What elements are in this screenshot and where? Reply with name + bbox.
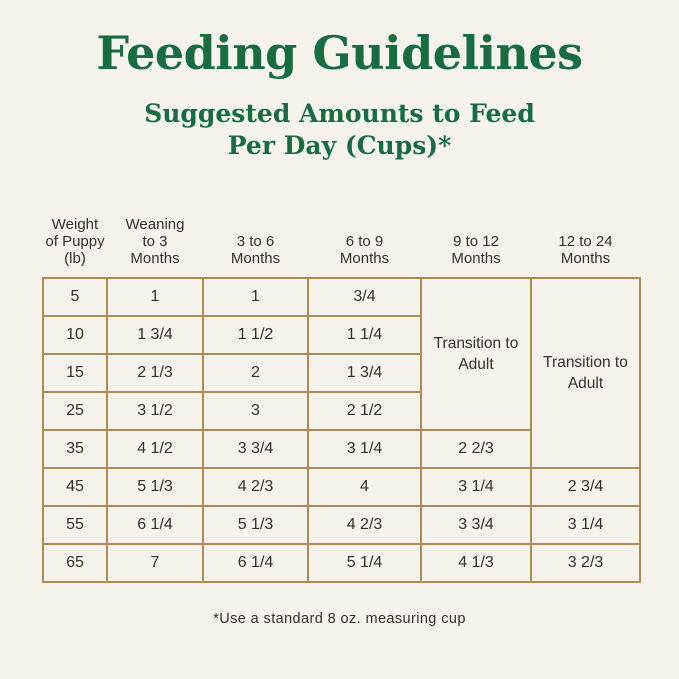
value-cell: 2 1/2 bbox=[307, 391, 422, 431]
value-cell: 3 2/3 bbox=[530, 543, 641, 583]
header-line: Months bbox=[230, 250, 281, 267]
value-cell: 6 1/4 bbox=[106, 505, 204, 545]
value-cell: 1 bbox=[202, 277, 309, 317]
table-row: 45 5 1/3 4 2/3 4 3 1/4 2 3/4 bbox=[42, 467, 641, 507]
value-cell: 3 1/2 bbox=[106, 391, 204, 431]
value-cell: 4 2/3 bbox=[307, 505, 422, 545]
weight-cell: 45 bbox=[42, 467, 108, 507]
page-title: Feeding Guidelines bbox=[96, 26, 583, 80]
value-cell: 3 1/4 bbox=[307, 429, 422, 469]
header-line: 9 to 12 bbox=[453, 233, 499, 250]
value-cell: 3 3/4 bbox=[202, 429, 309, 469]
subtitle-line-1: Suggested Amounts to Feed bbox=[144, 99, 535, 128]
header-line: Weaning bbox=[125, 216, 185, 233]
value-cell: 7 bbox=[106, 543, 204, 583]
value-cell: 1 1/2 bbox=[202, 315, 309, 355]
value-cell: 2 bbox=[202, 353, 309, 393]
header-line: to 3 bbox=[142, 233, 168, 250]
value-cell: 4 1/3 bbox=[420, 543, 532, 583]
header-line: Months bbox=[339, 250, 390, 267]
subtitle-line-2: Per Day (Cups)* bbox=[227, 131, 452, 160]
header-line: Weight bbox=[51, 216, 99, 233]
value-cell: 1 3/4 bbox=[307, 353, 422, 393]
header-line: 12 to 24 bbox=[558, 233, 613, 250]
table-header-row: Weight of Puppy (lb) Weaning to 3 Months… bbox=[43, 208, 640, 278]
header-weaning-to-3-months: Weaning to 3 Months bbox=[107, 208, 203, 278]
weight-cell: 55 bbox=[42, 505, 108, 545]
value-cell: 4 2/3 bbox=[202, 467, 309, 507]
table-row: 5 1 1 3/4 Transition to Adult Transition… bbox=[42, 277, 641, 469]
header-line: Months bbox=[560, 250, 611, 267]
table-row: 55 6 1/4 5 1/3 4 2/3 3 3/4 3 1/4 bbox=[42, 505, 641, 545]
header-6-to-9-months: 6 to 9 Months bbox=[308, 208, 421, 278]
transition-to-adult-cell-9-12: Transition to Adult bbox=[420, 277, 532, 431]
table-row: 35 4 1/2 3 3/4 3 1/4 2 2/3 bbox=[42, 429, 640, 469]
value-cell: 1 1/4 bbox=[307, 315, 422, 355]
value-cell: 1 3/4 bbox=[106, 315, 204, 355]
value-cell: 1 bbox=[106, 277, 204, 317]
header-12-to-24-months: 12 to 24 Months bbox=[531, 208, 640, 278]
value-cell: 3 bbox=[202, 391, 309, 431]
weight-cell: 10 bbox=[42, 315, 108, 355]
value-cell: 2 1/3 bbox=[106, 353, 204, 393]
header-line: of Puppy bbox=[45, 233, 105, 250]
table-row: 25 3 1/2 3 2 1/2 bbox=[42, 391, 640, 431]
value-cell: 4 bbox=[307, 467, 422, 507]
value-cell: 3 1/4 bbox=[530, 505, 641, 545]
table-row: 65 7 6 1/4 5 1/4 4 1/3 3 2/3 bbox=[42, 543, 641, 583]
table-row: 10 1 3/4 1 1/2 1 1/4 bbox=[42, 315, 640, 355]
weight-cell: 35 bbox=[42, 429, 108, 469]
table-row: 15 2 1/3 2 1 3/4 bbox=[42, 353, 640, 393]
feeding-table: Weight of Puppy (lb) Weaning to 3 Months… bbox=[42, 208, 641, 583]
value-cell: 5 1/4 bbox=[307, 543, 422, 583]
header-line: 3 to 6 bbox=[236, 233, 275, 250]
value-cell: 2 3/4 bbox=[530, 467, 641, 507]
header-line: (lb) bbox=[64, 250, 86, 267]
page-subtitle: Suggested Amounts to Feed Per Day (Cups)… bbox=[0, 98, 679, 162]
value-cell: 6 1/4 bbox=[202, 543, 309, 583]
header-line: 6 to 9 bbox=[345, 233, 384, 250]
value-cell: 4 1/2 bbox=[106, 429, 204, 469]
value-cell: 2 2/3 bbox=[420, 429, 532, 469]
value-cell: 5 1/3 bbox=[202, 505, 309, 545]
weight-cell: 15 bbox=[42, 353, 108, 393]
value-cell: 5 1/3 bbox=[106, 467, 204, 507]
weight-cell: 65 bbox=[42, 543, 108, 583]
weight-cell: 25 bbox=[42, 391, 108, 431]
footnote-text: *Use a standard 8 oz. measuring cup bbox=[213, 611, 466, 627]
header-weight-of-puppy: Weight of Puppy (lb) bbox=[43, 208, 107, 278]
value-cell: 3/4 bbox=[307, 277, 422, 317]
header-9-to-12-months: 9 to 12 Months bbox=[421, 208, 531, 278]
value-cell: 3 1/4 bbox=[420, 467, 532, 507]
value-cell: 3 3/4 bbox=[420, 505, 532, 545]
header-3-to-6-months: 3 to 6 Months bbox=[203, 208, 308, 278]
weight-cell: 5 bbox=[42, 277, 108, 317]
header-line: Months bbox=[451, 250, 501, 267]
header-line: Months bbox=[130, 250, 180, 267]
transition-to-adult-cell-12-24: Transition to Adult bbox=[530, 277, 641, 469]
